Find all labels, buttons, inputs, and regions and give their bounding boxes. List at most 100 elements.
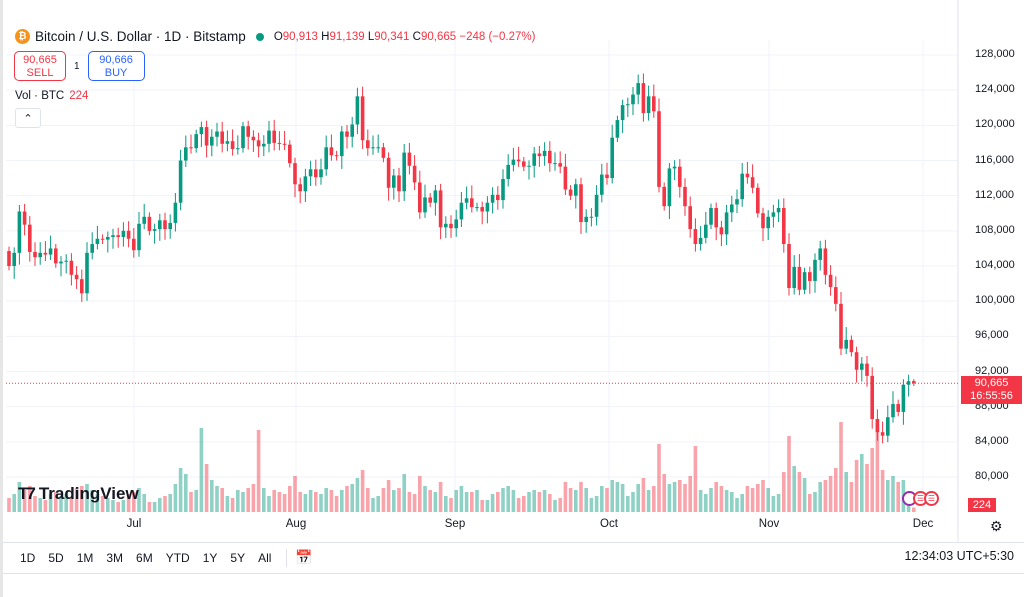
tradingview-mark-icon: T7 bbox=[18, 484, 36, 503]
candle-body bbox=[605, 174, 609, 179]
volume-bar bbox=[225, 496, 230, 512]
candle-body bbox=[485, 202, 490, 212]
time-tick-label: Aug bbox=[285, 518, 307, 530]
range-button-6m[interactable]: 6M bbox=[136, 550, 153, 565]
candle-body bbox=[490, 194, 495, 203]
clock-timezone[interactable]: 12:34:03 UTC+5:30 bbox=[904, 549, 1014, 563]
volume-bar bbox=[605, 488, 609, 512]
volume-bar bbox=[303, 494, 308, 512]
candle-body bbox=[600, 174, 604, 195]
volume-bar bbox=[251, 484, 256, 512]
candle-body bbox=[38, 252, 42, 258]
volume-bar bbox=[740, 494, 744, 512]
price-tick-label: 100,000 bbox=[975, 294, 1015, 307]
range-button-all[interactable]: All bbox=[258, 550, 272, 565]
candle-body bbox=[901, 384, 906, 412]
volume-bar bbox=[256, 430, 261, 512]
range-button-ytd[interactable]: YTD bbox=[165, 550, 190, 565]
volume-bar bbox=[423, 486, 427, 512]
volume-bar bbox=[236, 490, 240, 512]
ohlc-values: O90,913 H91,139 L90,341 C90,665 −248 (−0… bbox=[274, 31, 536, 43]
volume-bar bbox=[849, 482, 854, 512]
candle-body bbox=[745, 173, 750, 178]
candle-body bbox=[111, 235, 115, 237]
price-tick-label: 124,000 bbox=[975, 83, 1015, 96]
candle-body bbox=[210, 136, 214, 146]
candle-body bbox=[615, 120, 620, 138]
volume-bar bbox=[724, 490, 729, 512]
volume-bar bbox=[95, 494, 100, 512]
candle-body bbox=[672, 166, 677, 169]
tradingview-logo[interactable]: T7 TradingView bbox=[18, 484, 139, 504]
price-tick-label: 104,000 bbox=[975, 259, 1015, 271]
candle-body bbox=[152, 229, 157, 231]
candle-body bbox=[334, 155, 339, 157]
volume-label[interactable]: Vol · BTC bbox=[15, 90, 65, 102]
symbol-title[interactable]: Bitcoin / U.S. Dollar · 1D · Bitstamp bbox=[35, 29, 246, 44]
candle-body bbox=[537, 153, 542, 157]
volume-bar bbox=[428, 490, 432, 512]
range-button-1m[interactable]: 1M bbox=[76, 550, 94, 565]
price-tick-label: 112,000 bbox=[975, 188, 1014, 201]
volume-bar bbox=[392, 490, 396, 512]
candle-body bbox=[17, 211, 22, 253]
candle-body bbox=[106, 236, 110, 240]
go-to-date-calendar-icon[interactable]: 📅 bbox=[295, 549, 313, 565]
volume-bar bbox=[272, 490, 276, 512]
volume-bar bbox=[792, 466, 796, 512]
volume-bar bbox=[459, 486, 464, 512]
candle-body bbox=[802, 272, 807, 290]
volume-bar bbox=[693, 446, 698, 512]
volume-bar bbox=[875, 424, 880, 512]
candle-body bbox=[678, 166, 682, 187]
candle-body bbox=[319, 169, 323, 178]
range-button-5d[interactable]: 5D bbox=[48, 550, 64, 565]
toolbar-divider bbox=[286, 548, 288, 567]
candle-body bbox=[376, 147, 380, 149]
divider bbox=[3, 573, 1024, 574]
volume-bar bbox=[579, 482, 583, 512]
volume-bar bbox=[589, 498, 594, 512]
volume-bar bbox=[844, 472, 848, 512]
low-value: 90,341 bbox=[374, 30, 410, 43]
settings-gear-icon[interactable]: ⚙ bbox=[990, 518, 1003, 534]
candle-body bbox=[64, 260, 68, 262]
sell-button[interactable]: 90,665 SELL bbox=[14, 51, 66, 81]
volume-bar bbox=[184, 474, 188, 512]
volume-bar bbox=[808, 494, 812, 512]
candle-body bbox=[433, 190, 438, 203]
candle-body bbox=[667, 168, 672, 207]
last-price-tag: 90,665 16:55:56 bbox=[961, 376, 1022, 404]
collapse-legend-button[interactable]: ⌃ bbox=[15, 108, 41, 128]
volume-bar bbox=[38, 498, 42, 512]
candle-body bbox=[828, 274, 833, 288]
us-flag-event-icon[interactable]: ☰ bbox=[924, 491, 939, 506]
volume-bar bbox=[308, 490, 313, 512]
candle-body bbox=[126, 230, 131, 239]
volume-bar bbox=[355, 478, 360, 512]
economic-events[interactable]: ☰ ☰ bbox=[902, 491, 939, 506]
range-button-1d[interactable]: 1D bbox=[20, 550, 36, 565]
candle-body bbox=[298, 184, 302, 192]
range-button-3m[interactable]: 3M bbox=[106, 550, 124, 565]
candle-body bbox=[12, 252, 16, 267]
sell-label: SELL bbox=[26, 67, 54, 79]
range-button-5y[interactable]: 5Y bbox=[230, 550, 246, 565]
volume-bar bbox=[782, 472, 786, 512]
range-button-1y[interactable]: 1Y bbox=[202, 550, 218, 565]
buy-button[interactable]: 90,666 BUY bbox=[87, 51, 145, 81]
candle-body bbox=[199, 127, 204, 135]
candle-body bbox=[636, 83, 640, 95]
volume-bar bbox=[828, 476, 833, 512]
candle-body bbox=[496, 194, 500, 201]
candle-body bbox=[641, 83, 646, 114]
candle-body bbox=[90, 244, 94, 253]
candle-body bbox=[657, 111, 661, 187]
candle-body bbox=[584, 216, 588, 223]
candle-body bbox=[776, 207, 781, 213]
candle-body bbox=[402, 152, 406, 192]
volume-bar bbox=[17, 482, 22, 512]
bottom-toolbar: 1D 5D 1M 3M 6M YTD 1Y 5Y All 📅 bbox=[3, 542, 1024, 572]
price-chart[interactable] bbox=[3, 0, 1024, 597]
